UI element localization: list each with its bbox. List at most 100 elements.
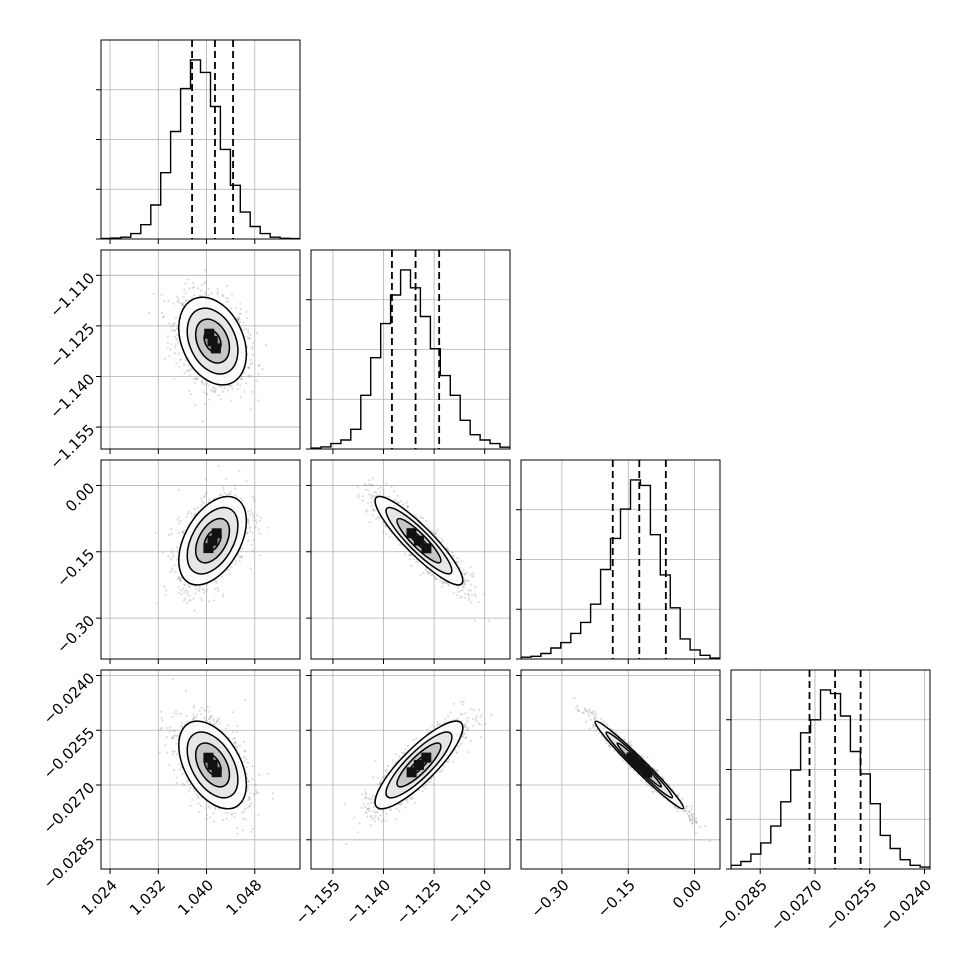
scatter-point bbox=[258, 364, 261, 367]
scatter-point bbox=[236, 318, 240, 321]
scatter-point bbox=[483, 593, 486, 596]
scatter-point bbox=[173, 378, 176, 381]
scatter-point bbox=[439, 579, 442, 583]
scatter-point bbox=[210, 292, 213, 295]
scatter-point bbox=[223, 386, 226, 390]
scatter-point bbox=[364, 510, 368, 513]
scatter-point bbox=[227, 300, 230, 303]
scatter-point bbox=[468, 598, 471, 602]
scatter-point bbox=[365, 509, 368, 512]
scatter-point bbox=[388, 535, 391, 538]
scatter-point bbox=[368, 483, 371, 486]
y-tick-label: −0.30 bbox=[53, 612, 98, 657]
scatter-point bbox=[215, 581, 218, 584]
scatter-point bbox=[197, 589, 200, 593]
scatter-point bbox=[237, 317, 240, 320]
scatter-point bbox=[474, 619, 477, 622]
scatter-point bbox=[257, 399, 260, 402]
scatter-point bbox=[426, 572, 429, 575]
scatter-point bbox=[249, 358, 252, 362]
scatter-point bbox=[173, 335, 176, 338]
scatter-point bbox=[212, 812, 215, 815]
scatter-point bbox=[205, 382, 208, 385]
scatter-point bbox=[425, 519, 428, 523]
scatter-point bbox=[370, 497, 373, 500]
scatter-point bbox=[174, 346, 177, 349]
scatter-point bbox=[196, 287, 200, 290]
scatter-point bbox=[208, 398, 211, 401]
scatter-point bbox=[162, 316, 165, 319]
scatter-point bbox=[253, 500, 256, 503]
density-peak-cell bbox=[210, 343, 221, 354]
panel-frame bbox=[310, 459, 511, 660]
scatter-point bbox=[185, 515, 188, 518]
scatter-point bbox=[204, 478, 207, 481]
scatter-point bbox=[194, 716, 197, 719]
scatter-point bbox=[474, 586, 477, 589]
scatter-point bbox=[251, 549, 255, 552]
scatter-point bbox=[188, 595, 191, 598]
scatter-point bbox=[204, 492, 207, 495]
scatter-point bbox=[214, 579, 217, 582]
scatter-point bbox=[427, 526, 430, 530]
scatter-point bbox=[249, 567, 252, 570]
scatter-point bbox=[187, 510, 190, 513]
scatter-point bbox=[208, 498, 211, 501]
scatter-point bbox=[226, 297, 229, 300]
scatter-point bbox=[251, 362, 254, 365]
scatter-point bbox=[239, 302, 242, 305]
scatter-point bbox=[183, 591, 186, 594]
scatter-point bbox=[469, 566, 472, 569]
scatter-point bbox=[173, 329, 176, 332]
scatter-point bbox=[198, 810, 201, 813]
scatter-point bbox=[194, 377, 197, 380]
scatter-point bbox=[415, 560, 418, 563]
scatter-point bbox=[236, 381, 239, 385]
scatter-point bbox=[447, 582, 450, 585]
scatter-point bbox=[250, 374, 253, 377]
scatter-point bbox=[252, 539, 255, 542]
scatter-point bbox=[433, 533, 436, 536]
scatter-point bbox=[211, 389, 214, 392]
scatter-point bbox=[249, 525, 252, 528]
scatter-point bbox=[188, 368, 191, 371]
density-peak-cell bbox=[204, 328, 215, 339]
scatter-point bbox=[167, 533, 170, 537]
scatter-point bbox=[252, 341, 255, 344]
scatter-point bbox=[370, 504, 373, 507]
scatter-point bbox=[248, 366, 251, 369]
scatter-point bbox=[474, 595, 477, 598]
y-tick-label: −1.140 bbox=[46, 370, 98, 422]
scatter-point bbox=[462, 568, 465, 571]
scatter-point bbox=[228, 492, 231, 495]
scatter-point bbox=[152, 292, 155, 296]
scatter-point bbox=[167, 300, 170, 303]
density-peak-cell bbox=[413, 535, 424, 546]
scatter-point bbox=[464, 597, 467, 600]
scatter-point bbox=[196, 378, 199, 381]
scatter-point bbox=[257, 364, 261, 367]
scatter-point bbox=[387, 495, 391, 498]
scatter-point bbox=[217, 394, 220, 397]
scatter-point bbox=[467, 592, 470, 596]
scatter-point bbox=[190, 368, 193, 371]
scatter-point bbox=[377, 487, 380, 490]
scatter-point bbox=[179, 519, 182, 523]
scatter-point bbox=[212, 720, 215, 723]
scatter-point bbox=[200, 283, 203, 286]
scatter-point bbox=[378, 517, 381, 520]
scatter-point bbox=[464, 583, 467, 586]
scatter-point bbox=[155, 602, 158, 605]
scatter-point bbox=[428, 572, 431, 575]
y-tick-label: −1.110 bbox=[46, 269, 98, 321]
scatter-point bbox=[233, 736, 236, 740]
scatter-point bbox=[181, 531, 184, 535]
scatter-point bbox=[246, 336, 249, 339]
scatter-point bbox=[421, 516, 425, 520]
scatter-point bbox=[203, 718, 206, 722]
scatter-point bbox=[252, 519, 255, 522]
scatter-point bbox=[221, 390, 224, 393]
scatter-point bbox=[242, 329, 245, 332]
scatter-point bbox=[456, 561, 459, 564]
scatter-point bbox=[182, 587, 185, 590]
